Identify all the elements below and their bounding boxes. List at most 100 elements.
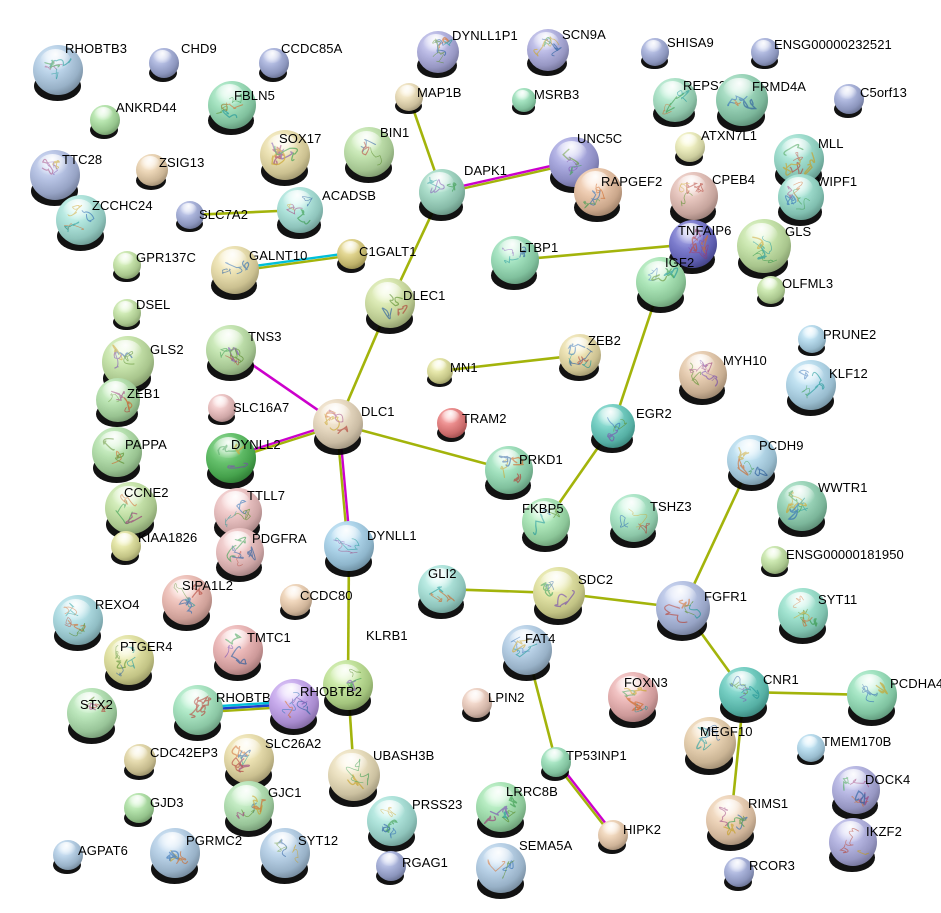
- protein-node-rhobtb3[interactable]: [33, 45, 83, 101]
- protein-node-reps2[interactable]: [653, 78, 697, 128]
- protein-node-rexo4[interactable]: [53, 595, 103, 651]
- protein-node-slc26a2[interactable]: [224, 734, 274, 790]
- protein-node-pdgfra[interactable]: [216, 528, 264, 582]
- protein-node-ccdc85a[interactable]: [259, 48, 289, 82]
- protein-node-megf10[interactable]: [684, 717, 736, 776]
- protein-node-chd9[interactable]: [149, 48, 179, 82]
- protein-node-syt11[interactable]: [778, 588, 828, 644]
- protein-node-syt12[interactable]: [260, 828, 310, 884]
- protein-node-gls[interactable]: [737, 219, 791, 280]
- protein-node-cdc42ep3[interactable]: [124, 744, 156, 780]
- protein-node-gjd3[interactable]: [124, 793, 154, 827]
- protein-node-ltbp1[interactable]: [491, 236, 539, 290]
- protein-node-ikzf2[interactable]: [829, 818, 877, 872]
- protein-node-dynll1p1[interactable]: [417, 31, 459, 79]
- protein-node-klrb1[interactable]: [323, 660, 373, 716]
- protein-node-galnt10[interactable]: [211, 246, 259, 300]
- protein-node-ubash3b[interactable]: [328, 749, 380, 808]
- protein-node-tnfaip6[interactable]: [669, 220, 717, 274]
- protein-node-ensg00000181950[interactable]: [761, 546, 789, 578]
- protein-node-fkbp5[interactable]: [522, 498, 570, 552]
- protein-node-rhobtb1[interactable]: [173, 685, 223, 741]
- protein-node-dsel[interactable]: [113, 299, 141, 331]
- protein-node-ttll7[interactable]: [214, 488, 262, 542]
- protein-node-tshz3[interactable]: [610, 494, 658, 548]
- protein-node-c1galt1[interactable]: [337, 239, 367, 273]
- protein-node-fat4[interactable]: [502, 625, 552, 681]
- protein-node-ptger4[interactable]: [104, 635, 154, 691]
- protein-node-gli2[interactable]: [418, 565, 466, 619]
- protein-node-sdc2[interactable]: [533, 567, 585, 626]
- protein-node-gpr137c[interactable]: [113, 251, 141, 283]
- protein-node-gjc1[interactable]: [224, 781, 274, 837]
- protein-node-c5orf13[interactable]: [834, 84, 864, 118]
- protein-node-ensg00000232521[interactable]: [751, 38, 779, 70]
- protein-node-foxn3[interactable]: [608, 672, 658, 728]
- protein-node-sema5a[interactable]: [476, 843, 526, 899]
- protein-node-dock4[interactable]: [832, 766, 880, 820]
- protein-node-olfml3[interactable]: [757, 276, 785, 308]
- protein-node-agpat6[interactable]: [53, 840, 83, 874]
- protein-node-atxn7l1[interactable]: [675, 132, 705, 166]
- protein-node-slc16a7[interactable]: [208, 394, 236, 426]
- protein-node-cnr1[interactable]: [719, 667, 769, 723]
- protein-node-sox17[interactable]: [260, 130, 310, 186]
- protein-node-scn9a[interactable]: [527, 29, 569, 77]
- protein-node-sipa1l2[interactable]: [162, 575, 212, 631]
- protein-node-tram2[interactable]: [437, 408, 467, 442]
- protein-node-rgag1[interactable]: [376, 851, 406, 885]
- protein-node-rapgef2[interactable]: [574, 168, 622, 222]
- protein-node-wwtr1[interactable]: [777, 481, 827, 537]
- protein-node-egr2[interactable]: [591, 404, 635, 454]
- protein-node-dlec1[interactable]: [365, 278, 415, 334]
- protein-node-msrb3[interactable]: [512, 88, 536, 115]
- protein-node-hipk2[interactable]: [598, 820, 628, 854]
- protein-node-frmd4a[interactable]: [716, 74, 768, 133]
- protein-node-fgfr1[interactable]: [656, 581, 710, 642]
- protein-node-stx2[interactable]: [67, 688, 117, 744]
- protein-node-pgrmc2[interactable]: [150, 828, 200, 884]
- protein-node-zcchc24[interactable]: [56, 195, 106, 251]
- protein-node-dlc1[interactable]: [313, 399, 363, 455]
- protein-node-pcdh9[interactable]: [727, 435, 777, 491]
- protein-node-ccdc80[interactable]: [280, 584, 312, 620]
- protein-node-map1b[interactable]: [395, 83, 423, 115]
- protein-node-slc7a2[interactable]: [176, 201, 204, 233]
- protein-node-ankrd44[interactable]: [90, 105, 120, 139]
- protein-node-dynll2[interactable]: [206, 433, 256, 489]
- protein-node-prune2[interactable]: [798, 325, 826, 357]
- protein-node-fbln5[interactable]: [208, 81, 256, 135]
- protein-node-zeb1[interactable]: [96, 378, 140, 428]
- protein-node-klf12[interactable]: [786, 360, 836, 416]
- protein-node-igf2[interactable]: [636, 257, 686, 313]
- protein-node-cpeb4[interactable]: [670, 172, 718, 226]
- protein-node-zsig13[interactable]: [136, 154, 168, 190]
- protein-node-tp53inp1[interactable]: [541, 747, 571, 781]
- protein-node-myh10[interactable]: [679, 351, 727, 405]
- protein-node-lpin2[interactable]: [462, 688, 492, 722]
- protein-node-rhobtb2[interactable]: [269, 679, 319, 735]
- protein-node-prkd1[interactable]: [485, 446, 533, 500]
- protein-node-pcdha4[interactable]: [847, 670, 897, 726]
- protein-node-shisa9[interactable]: [641, 38, 669, 70]
- protein-node-kiaa1826[interactable]: [111, 531, 141, 565]
- protein-node-mn1[interactable]: [427, 358, 453, 388]
- protein-node-ttc28[interactable]: [30, 150, 80, 206]
- protein-node-wipf1[interactable]: [778, 174, 824, 226]
- protein-node-acadsb[interactable]: [277, 187, 323, 239]
- protein-node-rcor3[interactable]: [724, 857, 754, 891]
- protein-node-lrrc8b[interactable]: [476, 782, 526, 838]
- protein-node-ccne2[interactable]: [105, 482, 157, 541]
- protein-node-bin1[interactable]: [344, 127, 394, 183]
- protein-node-prss23[interactable]: [367, 796, 417, 852]
- protein-node-tmtc1[interactable]: [213, 625, 263, 681]
- protein-node-dapk1[interactable]: [419, 169, 465, 221]
- protein-node-tmem170b[interactable]: [797, 734, 825, 766]
- protein-node-tns3[interactable]: [206, 325, 256, 381]
- protein-node-zeb2[interactable]: [559, 334, 601, 382]
- protein-node-dynll1[interactable]: [324, 521, 374, 577]
- protein-node-rims1[interactable]: [706, 795, 756, 851]
- protein-node-pappa[interactable]: [92, 427, 142, 483]
